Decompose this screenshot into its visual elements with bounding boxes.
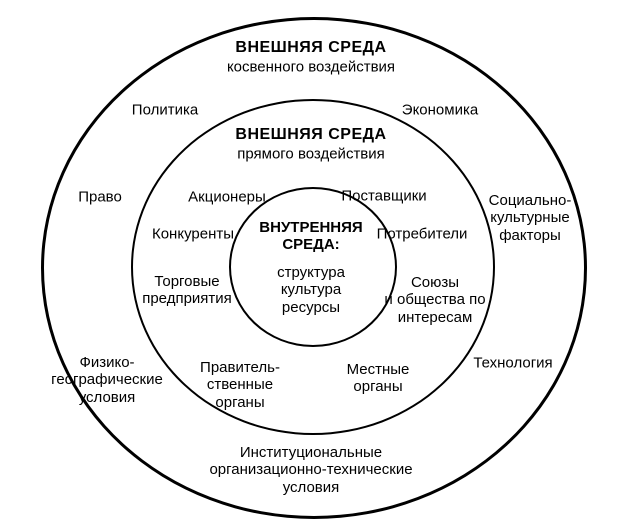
outer-ring-item-3: Социально- культурные факторы xyxy=(489,192,572,244)
inner-ring-title: ВНУТРЕННЯЯ СРЕДА: xyxy=(259,219,362,254)
middle-ring-item-6: Правитель- ственные органы xyxy=(200,359,280,411)
middle-ring-item-0: Акционеры xyxy=(188,188,266,205)
outer-ring-subtitle: косвенного воздействия xyxy=(227,58,395,75)
inner-ring-subtitle: структура культура ресурсы xyxy=(277,264,345,316)
concentric-diagram: ВНЕШНЯЯ СРЕДА косвенного воздействия ВНЕ… xyxy=(0,0,623,531)
middle-ring-item-1: Поставщики xyxy=(341,187,426,204)
middle-ring-subtitle: прямого воздействия xyxy=(237,145,385,162)
outer-ring-title: ВНЕШНЯЯ СРЕДА xyxy=(235,39,386,57)
outer-ring-item-4: Физико- географические условия xyxy=(51,354,163,406)
middle-ring-item-3: Потребители xyxy=(377,225,468,242)
middle-ring-item-4: Торговые предприятия xyxy=(142,273,232,308)
middle-ring-title: ВНЕШНЯЯ СРЕДА xyxy=(235,126,386,144)
outer-ring-item-2: Право xyxy=(78,188,122,205)
middle-ring-item-5: Союзы и общества по интересам xyxy=(384,274,485,326)
middle-ring-item-2: Конкуренты xyxy=(152,225,234,242)
outer-ring-item-6: Институциональные организационно-техниче… xyxy=(209,444,412,496)
outer-ring-item-0: Политика xyxy=(132,101,198,118)
outer-ring-item-1: Экономика xyxy=(402,101,478,118)
middle-ring-item-7: Местные органы xyxy=(347,361,410,396)
outer-ring-item-5: Технология xyxy=(473,354,552,371)
